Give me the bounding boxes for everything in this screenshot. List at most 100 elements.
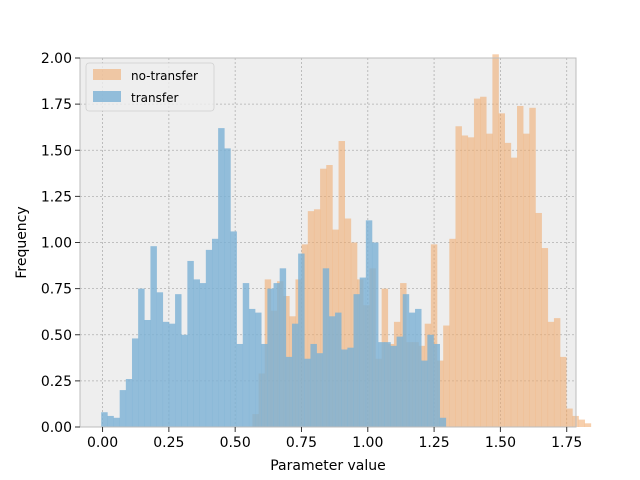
histogram-bar: [338, 141, 346, 427]
histogram-bar: [138, 288, 145, 427]
histogram-bar: [313, 209, 321, 427]
histogram-bar: [255, 312, 262, 427]
histogram-bar: [347, 347, 354, 427]
legend-label: no-transfer: [131, 69, 198, 83]
histogram-bar: [322, 268, 330, 427]
histogram-bar: [125, 379, 133, 427]
histogram-bar: [267, 288, 274, 427]
histogram-bar: [242, 283, 250, 427]
x-axis-label: Parameter value: [270, 458, 386, 474]
histogram-bar: [504, 142, 512, 427]
histogram-bar: [150, 246, 157, 427]
histogram-bar: [390, 345, 397, 427]
histogram-bar: [273, 283, 280, 427]
histogram-bar: [328, 316, 336, 427]
histogram-bar: [455, 126, 462, 427]
y-tick-label: 1.00: [41, 236, 72, 252]
histogram-bar: [433, 343, 440, 427]
histogram-bar: [261, 343, 268, 427]
histogram-bar: [335, 312, 342, 427]
histogram-bar: [492, 54, 499, 428]
series-transfer: [101, 128, 447, 428]
histogram-bar: [344, 218, 352, 427]
histogram-bar: [365, 220, 373, 427]
histogram-bar: [437, 360, 444, 427]
y-tick-label: 2.00: [41, 51, 72, 67]
histogram-bar: [578, 419, 585, 427]
x-tick-label: 0.75: [286, 435, 317, 451]
legend-label: transfer: [131, 91, 178, 105]
histogram-bar: [421, 360, 428, 427]
x-tick-label: 0.25: [153, 435, 184, 451]
histogram-bar: [541, 248, 549, 427]
histogram-bar: [310, 343, 317, 427]
histogram-bar: [316, 353, 324, 427]
histogram-bar: [199, 283, 207, 427]
histogram-bar: [131, 338, 139, 427]
histogram-bar: [301, 244, 309, 427]
y-tick-label: 0.50: [41, 328, 72, 344]
histogram-bar: [396, 336, 404, 427]
histogram-bar: [566, 408, 573, 427]
histogram-bar: [523, 133, 530, 427]
histogram-bar: [473, 98, 481, 427]
y-axis-label: Frequency: [14, 206, 30, 278]
x-tick-label: 1.25: [419, 435, 450, 451]
y-tick-label: 0.75: [41, 282, 72, 298]
x-tick-label: 1.00: [352, 435, 383, 451]
legend: no-transfer transfer: [85, 62, 215, 112]
histogram-bar: [341, 349, 348, 427]
histogram-bar: [378, 342, 385, 427]
axes: 0.00 0.25 0.50 0.75 1.00 1.25 1.50 1.75 0.00 0.25…: [41, 51, 582, 451]
histogram-bar: [193, 279, 200, 427]
histogram-bar: [443, 325, 450, 427]
x-tick-label: 0.00: [87, 435, 118, 451]
histogram-bar: [168, 323, 176, 427]
histogram-bar: [187, 260, 194, 427]
histogram-bar: [326, 165, 333, 427]
x-tick-label: 1.50: [485, 435, 516, 451]
y-tick-label: 0.00: [41, 420, 72, 436]
x-tick-label: 0.50: [220, 435, 251, 451]
histogram-bar: [510, 157, 518, 427]
legend-swatch: [93, 91, 121, 102]
y-tick-label: 1.50: [41, 143, 72, 159]
histogram-bar: [218, 128, 225, 428]
histogram-bar: [461, 135, 469, 428]
histogram-bar: [236, 343, 244, 427]
histogram-bar: [113, 417, 120, 427]
histogram-bar: [162, 321, 170, 427]
histogram-bar: [467, 137, 475, 427]
histogram-bar: [535, 212, 542, 427]
histogram-bar: [304, 358, 311, 427]
histogram-bar: [480, 96, 487, 428]
histogram-bar: [547, 321, 555, 427]
histogram-bar: [230, 231, 237, 427]
histogram-bar: [107, 415, 114, 427]
histogram-bar: [353, 294, 360, 427]
histogram-bar: [119, 390, 127, 427]
histogram-bar: [384, 342, 391, 427]
histogram-bar: [498, 113, 506, 427]
histogram-bar: [211, 238, 219, 427]
histogram-bar: [224, 148, 231, 427]
y-tick-label: 0.25: [41, 374, 72, 390]
histogram-bar: [415, 308, 422, 427]
histogram-bar: [291, 323, 299, 427]
histogram-bar: [517, 105, 524, 427]
histogram-bar: [402, 294, 410, 427]
histogram-bar: [560, 356, 567, 427]
histogram-bar: [430, 244, 438, 427]
histogram-bar: [439, 417, 447, 427]
histogram-bar: [205, 249, 213, 427]
histogram-bar: [529, 107, 536, 427]
histogram-bar: [359, 277, 367, 427]
y-tick-label: 1.25: [41, 189, 72, 205]
histogram-bar: [248, 308, 256, 427]
histogram-bar: [371, 242, 379, 427]
histogram-bar: [175, 294, 182, 427]
legend-swatch: [93, 69, 121, 80]
histogram-bar: [144, 319, 151, 427]
histogram-bar: [486, 133, 493, 427]
